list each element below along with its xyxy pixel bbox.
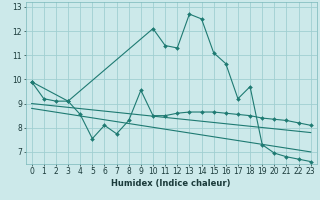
X-axis label: Humidex (Indice chaleur): Humidex (Indice chaleur) (111, 179, 231, 188)
